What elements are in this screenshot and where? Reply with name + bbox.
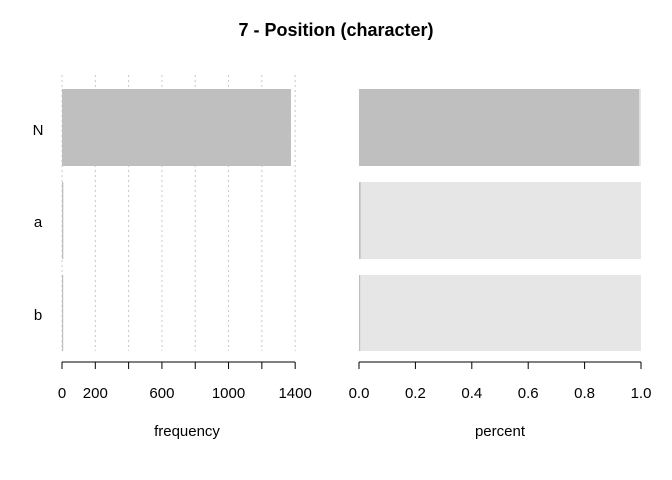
pct-tick-label: 0.4 bbox=[461, 385, 482, 402]
frequency-panel: 0 200 600 1000 1400 bbox=[58, 75, 312, 402]
freq-bar-b bbox=[62, 275, 64, 351]
freq-tick-label: 600 bbox=[149, 385, 174, 402]
freq-bar-a bbox=[62, 182, 64, 259]
pct-bar-background-a bbox=[359, 182, 641, 259]
category-labels: N a b bbox=[33, 122, 44, 324]
pct-bar-a bbox=[359, 182, 361, 259]
freq-tick-label: 1400 bbox=[278, 385, 311, 402]
freq-tick-label: 0 bbox=[58, 385, 66, 402]
category-label-b: b bbox=[34, 307, 42, 324]
pct-bar-n bbox=[359, 89, 640, 166]
chart-title: 7 - Position (character) bbox=[238, 20, 433, 40]
freq-bar-n bbox=[62, 89, 291, 166]
category-label-a: a bbox=[34, 214, 43, 231]
category-label-n: N bbox=[33, 122, 44, 139]
frequency-axis-label: frequency bbox=[154, 423, 220, 440]
percent-panel: 0.0 0.2 0.4 0.6 0.8 1.0 bbox=[349, 89, 652, 402]
percent-axis-label: percent bbox=[475, 423, 526, 440]
freq-tick-label: 200 bbox=[83, 385, 108, 402]
pct-tick-label: 0.8 bbox=[574, 385, 595, 402]
pct-tick-label: 1.0 bbox=[631, 385, 652, 402]
pct-tick-label: 0.2 bbox=[405, 385, 426, 402]
freq-tick-label: 1000 bbox=[212, 385, 245, 402]
pct-tick-label: 0.6 bbox=[518, 385, 539, 402]
pct-tick-label: 0.0 bbox=[349, 385, 370, 402]
pct-bar-b bbox=[359, 275, 361, 351]
pct-bar-background-b bbox=[359, 275, 641, 351]
